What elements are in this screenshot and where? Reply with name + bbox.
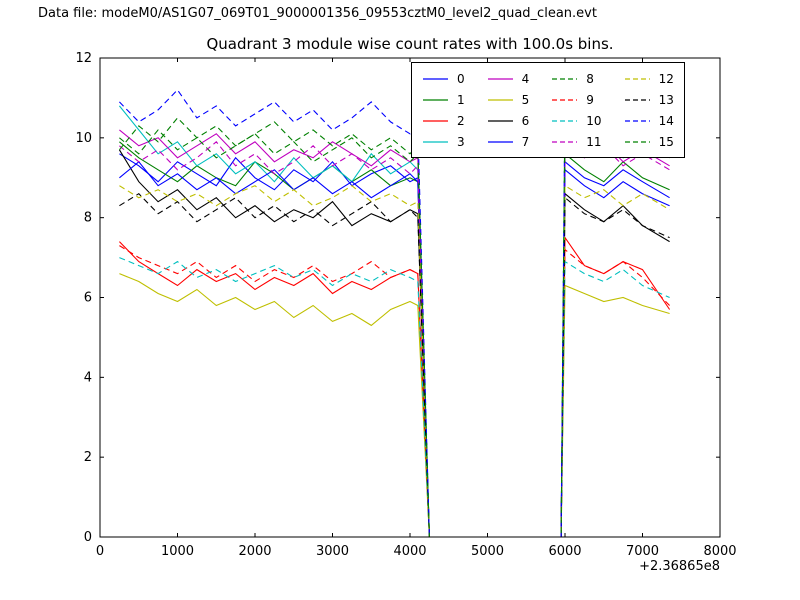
legend-line-sample [423,140,448,143]
x-tick-label: 5000 [471,544,504,559]
legend-line-sample [624,140,650,143]
legend-label: 1 [457,92,465,107]
legend-label: 2 [457,113,465,128]
legend-item-8: 8 [551,72,601,86]
series-line-9 [119,245,670,538]
y-tick-label: 2 [84,450,92,465]
legend-item-13: 13 [624,93,674,107]
legend-item-1: 1 [422,93,465,107]
legend-item-14: 14 [624,114,674,128]
y-tick-label: 8 [84,211,92,226]
x-tick-label: 3000 [316,544,349,559]
y-tick-label: 6 [84,291,92,306]
x-tick-label: 1000 [161,544,194,559]
legend-item-2: 2 [422,114,465,128]
series-line-12 [119,184,670,538]
legend-item-4: 4 [487,71,530,86]
legend-label: 9 [586,92,594,107]
y-tick-label: 10 [75,131,92,146]
series-line-10 [119,257,670,538]
legend-label: 13 [658,92,674,107]
x-tick-label: 8000 [703,544,736,559]
x-tick-label: 0 [96,544,104,559]
chart-title: Quadrant 3 module wise count rates with … [206,35,614,53]
series-line-15 [118,100,670,538]
legend-label: 0 [457,71,465,86]
series-line-1 [119,141,670,538]
x-tick-label: 2000 [238,544,271,559]
legend-line-sample [423,77,448,80]
legend-line-sample [487,77,513,80]
legend-line-sample [552,98,578,101]
series-line-11 [119,140,670,538]
legend-label: 8 [586,71,594,86]
legend-item-6: 6 [487,113,530,128]
x-tick-label: 7000 [626,544,659,559]
y-tick-label: 12 [75,51,92,66]
legend-item-9: 9 [551,93,601,107]
y-tick-label: 4 [84,370,92,385]
legend-label: 4 [521,71,530,86]
legend-item-10: 10 [551,113,602,128]
x-tick-label: 6000 [548,544,581,559]
legend-label: 6 [521,113,530,128]
y-tick-label: 0 [84,530,92,545]
legend-line-sample [487,140,513,143]
x-axis-offset-label: +2.36865e8 [639,559,720,574]
series-line-5 [119,273,670,538]
legend-label: 12 [658,71,674,86]
series-line-14 [119,88,670,538]
legend-label: 5 [521,92,530,107]
legend-line-sample [624,98,650,101]
legend-line-sample [552,140,578,143]
x-tick-label: 4000 [393,544,426,559]
series-line-2 [119,235,671,538]
legend-line-sample [552,77,578,80]
legend-label: 11 [586,134,602,149]
series-line-6 [118,149,670,538]
legend: 0 1 2 3 4 5 6 7 8 9 10 11 12 13 14 15 [411,62,685,158]
series-line-8 [119,128,670,538]
series-line-7 [119,161,670,538]
legend-line-sample [487,98,513,101]
legend-item-3: 3 [422,135,465,149]
series-line-13 [119,192,670,538]
legend-item-5: 5 [487,92,530,107]
legend-line-sample [487,119,513,122]
legend-label: 7 [521,134,530,149]
legend-label: 15 [658,134,674,149]
legend-item-15: 15 [624,135,674,149]
data-file-label: Data file: modeM0/AS1G07_069T01_90000013… [38,6,597,21]
legend-line-sample [423,119,448,122]
legend-line-sample [624,77,650,80]
legend-line-sample [423,98,448,101]
legend-item-11: 11 [551,134,602,149]
legend-label: 3 [457,134,465,149]
legend-label: 10 [586,113,602,128]
legend-item-7: 7 [487,134,530,149]
series-line-3 [118,105,670,538]
legend-item-12: 12 [624,72,674,86]
legend-line-sample [552,119,578,122]
series-line-4 [119,129,670,538]
legend-item-0: 0 [422,72,465,86]
legend-line-sample [624,119,650,122]
legend-label: 14 [658,113,674,128]
